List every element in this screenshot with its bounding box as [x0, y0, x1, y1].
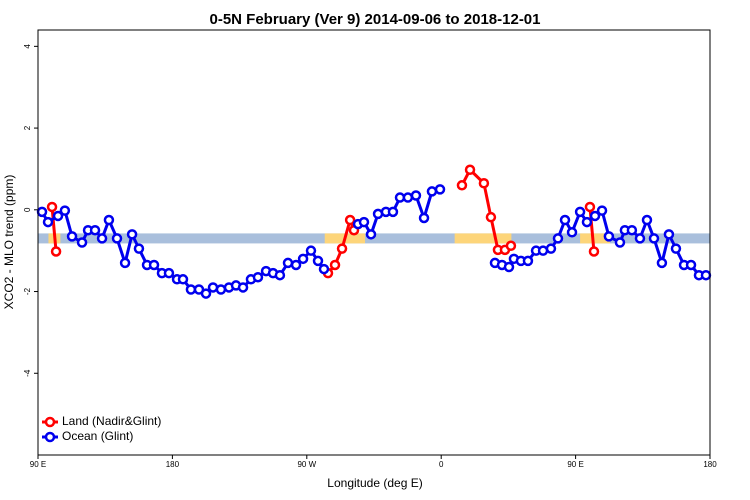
reference-band: [580, 233, 610, 244]
data-point: [634, 233, 646, 244]
data-point: [663, 229, 675, 240]
data-point: [584, 201, 596, 213]
data-point: [36, 206, 48, 218]
data-point: [318, 263, 330, 275]
data-point: [312, 255, 324, 267]
data-point: [365, 229, 377, 240]
data-point: [464, 164, 476, 176]
data-point: [410, 190, 422, 201]
data-point: [282, 257, 294, 269]
data-point: [89, 224, 101, 236]
data-point: [163, 267, 175, 279]
data-point: [237, 282, 249, 293]
data-point: [66, 231, 78, 242]
data-point: [522, 255, 534, 267]
data-point: [505, 240, 517, 252]
y-tick-label: 0: [23, 207, 32, 212]
data-point: [52, 210, 64, 222]
data-point: [670, 243, 682, 254]
data-point: [545, 243, 557, 254]
data-point: [185, 284, 197, 295]
data-point: [387, 206, 399, 218]
y-tick-label: -2: [23, 287, 32, 295]
data-point: [305, 245, 317, 256]
x-axis-label: Longitude (deg E): [327, 476, 422, 490]
legend-marker: [44, 416, 56, 428]
y-tick-label: 4: [23, 44, 32, 49]
data-point: [215, 284, 227, 295]
data-point: [336, 243, 348, 254]
data-point: [588, 246, 600, 257]
data-point: [252, 271, 264, 283]
data-point: [626, 224, 638, 236]
data-point: [297, 253, 309, 265]
x-tick-label: 180: [703, 460, 717, 469]
data-point: [566, 227, 578, 238]
reference-band: [454, 233, 512, 244]
x-tick-label: 180: [166, 460, 180, 469]
data-point: [559, 214, 571, 226]
data-point: [344, 214, 356, 226]
data-point: [96, 233, 108, 244]
data-point: [119, 257, 131, 269]
data-point: [177, 274, 189, 285]
data-point: [648, 233, 660, 244]
series-line: [50, 206, 58, 252]
data-point: [148, 259, 160, 271]
data-point: [111, 233, 123, 244]
data-point: [426, 186, 438, 197]
plot-frame: [37, 29, 711, 456]
data-point: [76, 237, 88, 248]
y-tick-label: -4: [23, 369, 32, 377]
data-point: [656, 257, 668, 269]
legend-label: Land (Nadir&Glint): [62, 414, 161, 428]
x-tick-label: 0: [439, 460, 444, 469]
data-point: [603, 231, 615, 242]
data-point: [418, 212, 430, 224]
data-point: [46, 201, 58, 213]
data-point: [200, 288, 212, 299]
y-axis-label: XCO2 - MLO trend (ppm): [2, 175, 16, 310]
data-point: [589, 210, 601, 222]
legend-label: Ocean (Glint): [62, 429, 133, 443]
data-point: [133, 243, 145, 254]
data-point: [126, 229, 138, 240]
data-point: [485, 211, 497, 223]
data-point: [700, 269, 712, 281]
legend-marker: [44, 431, 56, 443]
data-point: [614, 237, 626, 248]
data-point: [552, 233, 564, 244]
data-point: [358, 216, 370, 228]
data-point: [503, 261, 515, 273]
data-point: [290, 259, 302, 271]
x-tick-label: 90 E: [30, 460, 46, 469]
data-point: [574, 206, 586, 218]
chart-title: 0-5N February (Ver 9) 2014-09-06 to 2018…: [209, 11, 540, 28]
data-point: [685, 259, 697, 271]
x-tick-label: 90 W: [297, 460, 316, 469]
data-point: [103, 214, 115, 226]
data-point: [329, 259, 341, 271]
data-point: [581, 216, 593, 228]
data-point: [42, 216, 54, 228]
data-point: [596, 205, 608, 216]
data-point: [478, 177, 490, 189]
data-point: [402, 192, 414, 203]
y-tick-label: 2: [23, 125, 32, 130]
data-point: [456, 180, 468, 191]
data-point: [274, 269, 286, 281]
data-point: [50, 246, 62, 257]
data-point: [59, 205, 71, 216]
data-point: [641, 214, 653, 226]
data-point: [434, 184, 446, 195]
x-tick-label: 90 E: [567, 460, 583, 469]
